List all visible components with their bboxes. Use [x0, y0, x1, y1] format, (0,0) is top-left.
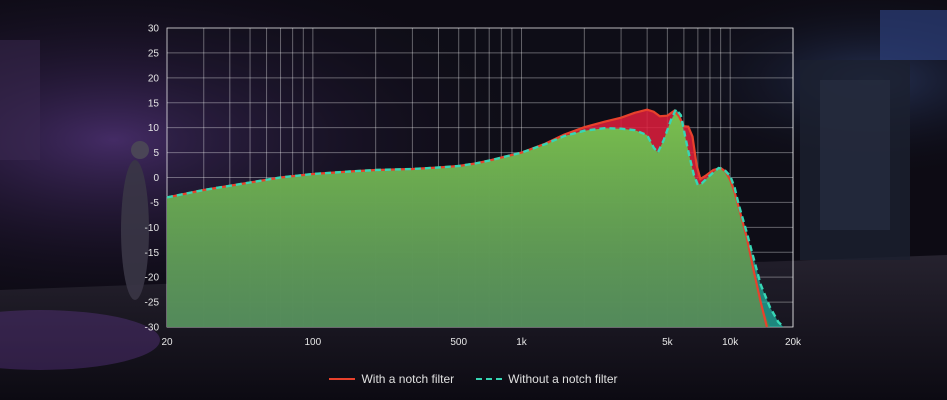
y-tick-label: 0 — [153, 173, 159, 184]
y-tick-label: 20 — [148, 73, 160, 84]
legend: With a notch filter Without a notch filt… — [0, 372, 947, 386]
y-axis-ticks: 30 25 20 15 10 5 0 -5 -10 -15 -20 -25 -30 — [145, 24, 160, 334]
chart-areas — [167, 109, 784, 327]
y-tick-label: -30 — [145, 323, 160, 334]
y-tick-label: -10 — [145, 223, 160, 234]
legend-label-without-notch: Without a notch filter — [508, 372, 618, 386]
legend-item-with-notch: With a notch filter — [329, 372, 454, 386]
x-tick-label: 20 — [161, 337, 173, 348]
chart-lines — [166, 106, 785, 328]
x-tick-label: 5k — [662, 337, 674, 348]
x-tick-label: 100 — [305, 337, 322, 348]
x-tick-label: 20k — [785, 337, 802, 348]
legend-swatch-solid — [329, 378, 356, 380]
x-axis-ticks: 20 100 500 1k 5k 10k 20k — [161, 337, 802, 348]
y-tick-label: -20 — [145, 273, 160, 284]
y-tick-label: -15 — [145, 248, 160, 259]
y-tick-label: 15 — [148, 98, 160, 109]
legend-swatch-dashed — [476, 378, 503, 380]
y-tick-label: 30 — [148, 24, 160, 35]
x-tick-label: 10k — [722, 337, 739, 348]
y-tick-label: -25 — [145, 298, 160, 309]
y-tick-label: 25 — [148, 48, 160, 59]
legend-label-with-notch: With a notch filter — [361, 372, 455, 386]
y-tick-label: 5 — [153, 148, 159, 159]
y-tick-label: 10 — [148, 123, 160, 134]
y-tick-label: -5 — [150, 198, 159, 209]
legend-item-without-notch: Without a notch filter — [476, 372, 618, 386]
x-tick-label: 1k — [516, 337, 528, 348]
x-tick-label: 500 — [450, 337, 467, 348]
area-overlap — [167, 112, 784, 327]
